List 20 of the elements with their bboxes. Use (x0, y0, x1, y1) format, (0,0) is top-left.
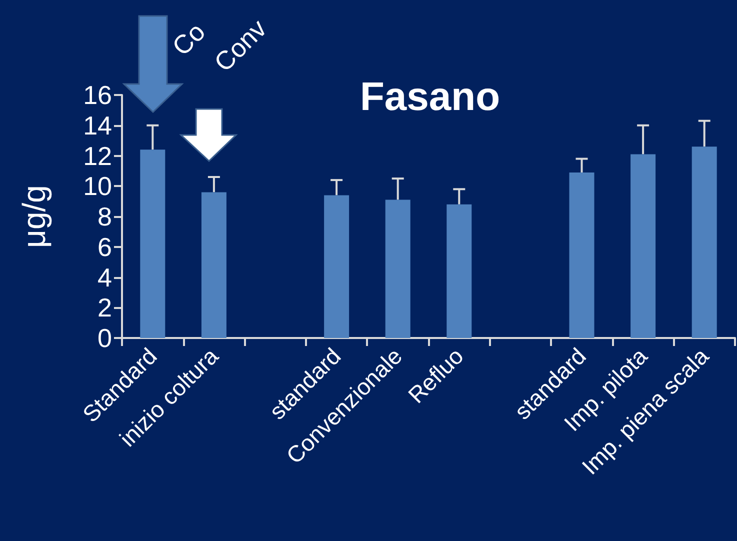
chart-title: Fasano (360, 75, 500, 119)
bar (324, 195, 350, 338)
bar (385, 200, 410, 338)
y-tick-label: 2 (98, 292, 112, 323)
y-tick-label: 0 (98, 323, 112, 353)
bar (446, 204, 472, 338)
text: Co (166, 16, 211, 62)
bar (630, 154, 656, 338)
y-tick-label: 14 (83, 110, 112, 140)
y-axis-title: μg/g (16, 185, 52, 248)
y-tick-label: 10 (83, 171, 112, 202)
y-tick-label: 12 (83, 140, 112, 171)
y-tick-label: 8 (98, 202, 112, 232)
y-tick-label: 6 (98, 232, 112, 262)
bar (201, 192, 226, 338)
y-tick-label: 4 (98, 262, 112, 292)
bar (692, 146, 717, 338)
bar (569, 172, 594, 338)
bar (140, 150, 166, 338)
y-tick-label: 16 (83, 80, 112, 110)
